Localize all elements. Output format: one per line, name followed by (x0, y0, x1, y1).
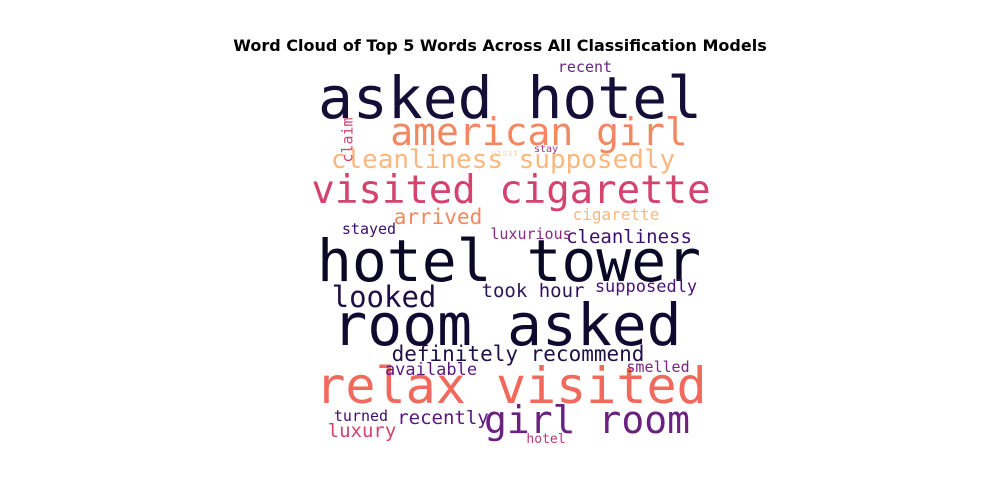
word-took-hour: took hour (482, 280, 585, 302)
word-cleanliness: cleanliness (566, 226, 692, 248)
word-stayed: stayed (342, 220, 396, 238)
word-stay: stay (534, 144, 558, 155)
word-luxury: luxury (328, 420, 397, 442)
word-supposedly: supposedly (595, 277, 697, 297)
word-arrived: arrived (394, 205, 483, 229)
word-hotel: hotel (526, 432, 565, 447)
word-recent: recent (558, 58, 612, 76)
word-asked-hotel: asked hotel (318, 64, 702, 132)
word-looked: looked (332, 280, 437, 314)
word-girl-room: girl room (484, 398, 690, 442)
word-smelled: smelled (626, 358, 689, 376)
word-visit: visit (491, 149, 518, 159)
word-cigarette: cigarette (573, 205, 660, 224)
word-definitely-recommend: definitely recommend (392, 342, 645, 366)
word-room-asked: room asked (332, 291, 681, 359)
word-relax-visited: relax visited (315, 357, 706, 415)
word-visited-cigarette: visited cigarette (311, 168, 710, 213)
word-luxurious: luxurious (490, 225, 571, 243)
word-available: available (385, 360, 477, 380)
word-american-girl: american girl (390, 110, 687, 154)
word-recently: recently (397, 407, 489, 429)
word-hotel-tower: hotel tower (317, 227, 701, 295)
word-claim: claim (339, 117, 357, 162)
chart-title: Word Cloud of Top 5 Words Across All Cla… (233, 36, 767, 55)
word-cleanliness-supposedly: cleanliness supposedly (331, 145, 675, 175)
word-turned: turned (334, 407, 388, 425)
